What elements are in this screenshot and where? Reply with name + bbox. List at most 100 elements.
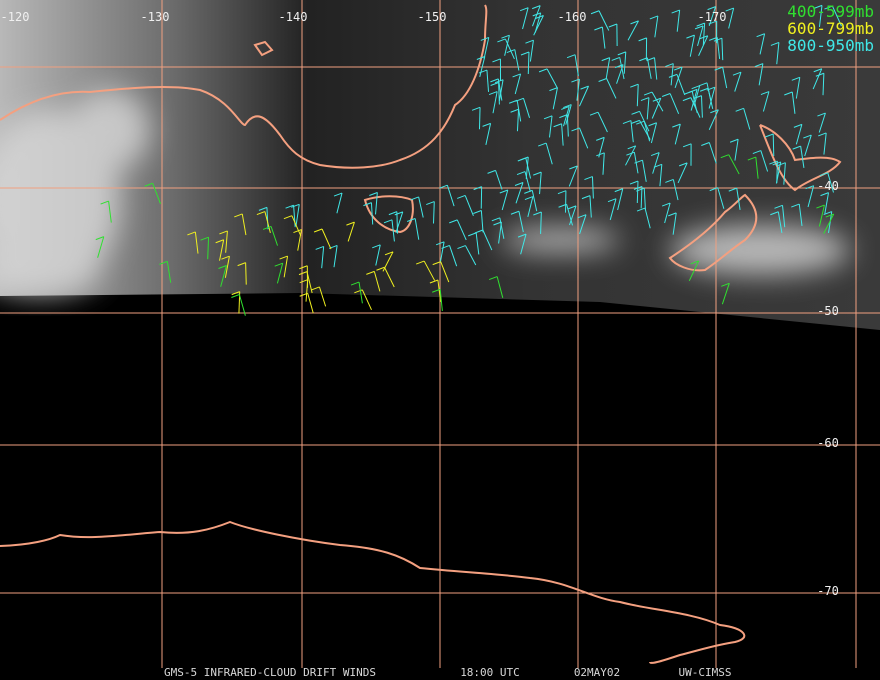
wind-barb [831,5,842,27]
wind-barb [708,87,716,109]
wind-barb [515,182,524,204]
wind-barb-flag [567,205,577,210]
wind-barb [700,95,703,118]
wind-barb-flag [571,127,580,132]
wind-barb-flag [650,152,660,157]
wind-barb [640,186,643,209]
wind-barb [728,7,735,29]
wind-barb [321,228,332,250]
wind-barb-flag [774,204,783,209]
wind-barb-flag [772,161,781,166]
wind-barb-flag [672,123,681,128]
wind-barb [636,84,639,107]
wind-barb-flag [524,196,534,201]
wind-barb-flag [557,190,567,195]
wind-barb [318,286,327,307]
wind-barb [672,179,679,201]
legend-entry: 400-599mb [787,2,874,21]
wind-barb [358,281,363,304]
wind-barb [552,87,558,110]
wind-barb-flag [580,85,589,90]
wind-barb-flag [614,64,624,69]
wind-barb [375,244,381,266]
wind-barb [478,107,481,130]
wind-barb-flag [313,228,323,233]
wind-barb-flag [520,51,530,56]
wind-barb [321,246,325,269]
wind-barb [295,204,300,227]
wind-barb [305,279,309,302]
wind-barb [569,205,577,226]
wind-barb-flag [231,291,240,296]
wind-barb [525,156,529,179]
wind-barb-flag [622,120,632,125]
wind-barb-flag [688,88,698,93]
wind-barb-flag [682,143,692,148]
wind-barb-flag [803,134,812,139]
wind-barb-flag [756,33,765,38]
wind-barb [391,219,395,242]
latitude-label: -50 [817,304,839,318]
wind-barb [664,202,671,224]
wind-barb-flag [566,54,576,59]
wind-barb [241,213,247,236]
wind-barb [623,51,627,74]
wind-barb [677,162,688,184]
wind-barb [818,112,826,133]
wind-barb [531,190,538,212]
wind-barb-flag [640,97,650,102]
wind-barb-flag [682,97,692,102]
wind-barb-flag [608,23,618,28]
wind-barb-flag [698,82,708,87]
wind-barb-flag [701,142,710,146]
wind-barb-flag [490,82,499,86]
wind-barb-flag [696,22,705,27]
wind-barb-flag [501,34,510,39]
wind-barb-flag [354,289,363,294]
wind-barb [827,172,834,193]
wind-barb [219,239,225,261]
wind-barb-flag [636,207,646,212]
wind-barb-flag [200,236,209,241]
wind-barb [539,172,542,195]
wind-barb [674,123,681,145]
wind-barb-flag [589,111,599,116]
wind-barb-flag [661,93,671,97]
wind-barb [566,204,573,226]
wind-barb [654,15,659,38]
wind-barb [534,12,542,33]
wind-barb-flag [406,218,416,222]
wind-barb-flag [457,194,466,199]
wind-barb [522,98,531,118]
longitude-label: -130 [141,10,170,24]
wind-barb-flag [649,15,659,20]
wind-barb-flag [415,260,425,265]
wind-barb-flag [725,7,734,12]
wind-barb-flag [699,87,709,92]
wind-barb-flag [285,204,294,209]
wind-barb [527,196,534,217]
wind-barb [777,211,783,234]
wind-barb [514,73,522,95]
wind-barb [646,57,652,79]
wind-barb-flag [590,10,600,15]
wind-barb-flag [633,185,643,190]
wind-barb [336,192,343,214]
wind-barb [598,10,610,31]
wind-barb [504,35,510,56]
wind-barb [449,245,458,267]
wind-barb [734,139,739,161]
wind-barb [759,33,766,55]
wind-barb-flag [594,26,603,31]
wind-barb-flag [793,123,803,128]
wind-barb [562,106,570,127]
wind-barb-flag [439,184,448,189]
wind-barb-flag [258,206,268,211]
wind-barb [630,120,634,143]
wind-barb-flag [144,182,153,187]
wind-barb [497,78,503,101]
wind-barb [370,202,374,225]
wind-barb-flag [665,63,674,68]
wind-barb-flag [581,195,591,200]
